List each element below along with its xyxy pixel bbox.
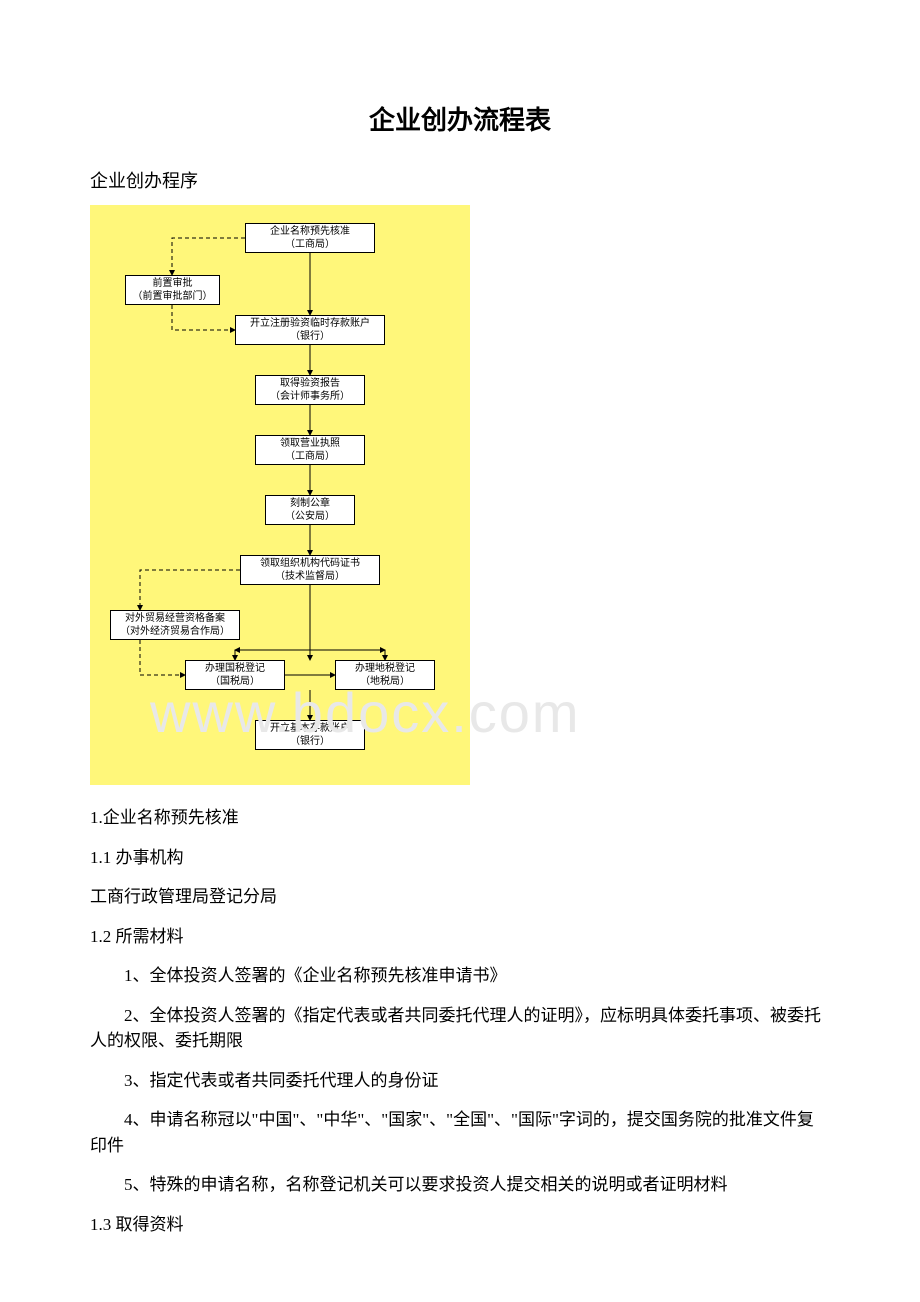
list-item: 1、全体投资人签署的《企业名称预先核准申请书》 (90, 963, 830, 989)
flow-node: 对外贸易经营资格备案（对外经济贸易合作局） (110, 610, 240, 640)
subsection-heading: 1.3 取得资料 (90, 1212, 830, 1238)
subtitle: 企业创办程序 (90, 167, 830, 193)
body-paragraph: 工商行政管理局登记分局 (90, 884, 830, 910)
flowchart: 企业名称预先核准（工商局） 前置审批（前置审批部门） 开立注册验资临时存款账户（银行… (90, 205, 470, 785)
flow-node: 企业名称预先核准（工商局） (245, 223, 375, 253)
list-item: 2、全体投资人签署的《指定代表或者共同委托代理人的证明》，应标明具体委托事项、被… (90, 1003, 830, 1054)
document-body: 1.企业名称预先核准 1.1 办事机构 工商行政管理局登记分局 1.2 所需材料… (90, 805, 830, 1237)
flow-node: 开立基本存款账户（银行） (255, 720, 365, 750)
flow-node: 办理国税登记（国税局） (185, 660, 285, 690)
list-item: 3、指定代表或者共同委托代理人的身份证 (90, 1068, 830, 1094)
flow-node: 领取组织机构代码证书（技术监督局） (240, 555, 380, 585)
flow-node: 前置审批（前置审批部门） (125, 275, 220, 305)
subsection-heading: 1.2 所需材料 (90, 924, 830, 950)
page-title: 企业创办流程表 (90, 100, 830, 137)
flow-node: 开立注册验资临时存款账户（银行） (235, 315, 385, 345)
list-item: 4、申请名称冠以"中国"、"中华"、"国家"、"全国"、"国际"字词的，提交国务… (90, 1107, 830, 1158)
section-heading: 1.企业名称预先核准 (90, 805, 830, 831)
flow-node: 取得验资报告（会计师事务所） (255, 375, 365, 405)
flow-node: 领取营业执照（工商局） (255, 435, 365, 465)
list-item: 5、特殊的申请名称，名称登记机关可以要求投资人提交相关的说明或者证明材料 (90, 1172, 830, 1198)
subsection-heading: 1.1 办事机构 (90, 845, 830, 871)
flow-node: 办理地税登记（地税局） (335, 660, 435, 690)
flow-node: 刻制公章（公安局） (265, 495, 355, 525)
